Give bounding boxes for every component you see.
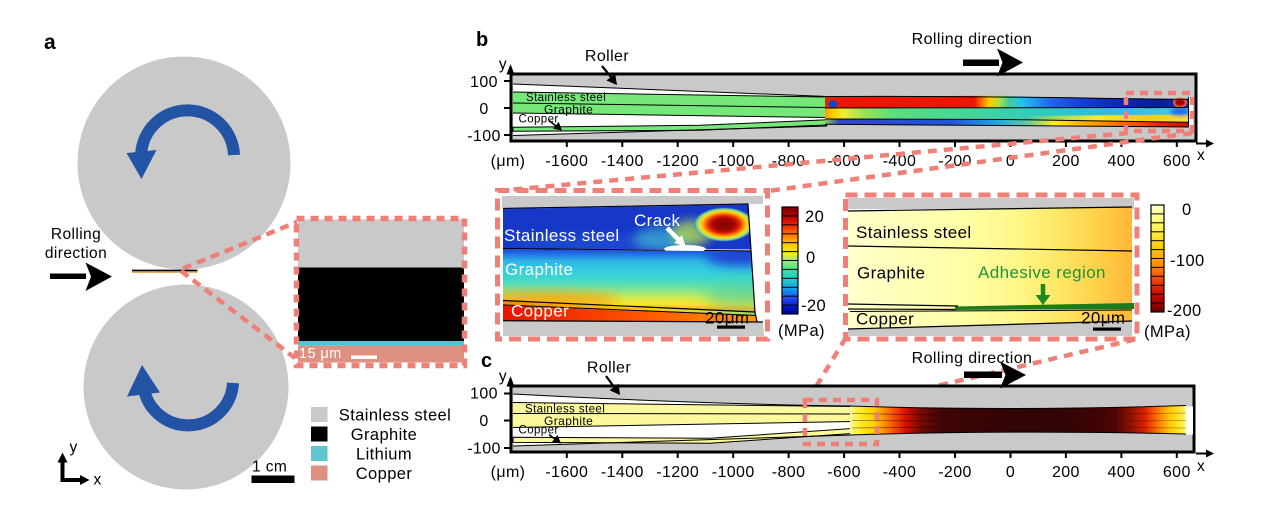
svg-text:-800: -800 xyxy=(772,153,806,170)
svg-text:1 cm: 1 cm xyxy=(252,459,287,476)
svg-text:y: y xyxy=(499,56,507,73)
svg-text:Adhesive region: Adhesive region xyxy=(978,263,1106,282)
svg-text:(MPa): (MPa) xyxy=(778,322,825,340)
svg-text:-400: -400 xyxy=(883,153,917,170)
svg-text:y: y xyxy=(70,439,78,456)
svg-text:Stainless steel: Stainless steel xyxy=(526,92,606,104)
svg-text:direction: direction xyxy=(45,245,107,262)
svg-text:20μm: 20μm xyxy=(1081,309,1125,328)
svg-text:Graphite: Graphite xyxy=(544,103,593,117)
svg-text:-600: -600 xyxy=(827,464,861,481)
svg-text:Roller: Roller xyxy=(587,360,631,377)
svg-text:Graphite: Graphite xyxy=(505,260,573,279)
svg-text:-1400: -1400 xyxy=(601,464,644,481)
svg-text:Copper: Copper xyxy=(519,425,559,437)
svg-text:-1000: -1000 xyxy=(712,153,755,170)
svg-text:Graphite: Graphite xyxy=(351,426,418,444)
svg-text:Stainless steel: Stainless steel xyxy=(525,404,605,416)
svg-text:(μm): (μm) xyxy=(491,464,526,481)
svg-text:15 μm: 15 μm xyxy=(299,346,342,362)
svg-text:Copper: Copper xyxy=(511,302,569,321)
svg-text:Graphite: Graphite xyxy=(857,264,925,283)
svg-text:0: 0 xyxy=(1006,153,1015,170)
svg-text:-20: -20 xyxy=(801,297,826,315)
svg-text:-400: -400 xyxy=(883,464,917,481)
svg-text:x: x xyxy=(1197,458,1205,475)
svg-text:20μm: 20μm xyxy=(705,309,749,328)
svg-text:-800: -800 xyxy=(772,464,806,481)
svg-text:Graphite: Graphite xyxy=(544,414,593,428)
svg-text:x: x xyxy=(1197,147,1205,164)
svg-text:400: 400 xyxy=(1107,153,1135,170)
svg-text:Rolling direction: Rolling direction xyxy=(912,350,1033,367)
svg-text:0: 0 xyxy=(1182,201,1192,219)
svg-text:y: y xyxy=(499,368,507,385)
svg-text:Copper: Copper xyxy=(519,114,559,126)
svg-text:Lithium: Lithium xyxy=(356,446,412,464)
svg-text:(μm): (μm) xyxy=(491,153,526,170)
svg-text:Crack: Crack xyxy=(634,211,680,230)
svg-text:200: 200 xyxy=(1052,153,1080,170)
svg-text:-1600: -1600 xyxy=(545,464,588,481)
svg-text:-200: -200 xyxy=(1167,302,1202,320)
svg-text:Rolling: Rolling xyxy=(51,226,101,243)
svg-text:Rolling direction: Rolling direction xyxy=(912,31,1033,48)
svg-text:0: 0 xyxy=(479,413,488,430)
svg-text:400: 400 xyxy=(1107,464,1135,481)
svg-text:100: 100 xyxy=(470,386,498,403)
svg-text:-1400: -1400 xyxy=(601,153,644,170)
svg-text:-600: -600 xyxy=(827,153,861,170)
svg-text:20: 20 xyxy=(805,208,824,226)
svg-text:0: 0 xyxy=(806,249,816,267)
svg-text:200: 200 xyxy=(1052,464,1080,481)
svg-text:-1200: -1200 xyxy=(656,464,699,481)
svg-text:-100: -100 xyxy=(467,441,501,458)
svg-text:0: 0 xyxy=(1006,464,1015,481)
svg-text:600: 600 xyxy=(1163,464,1191,481)
svg-text:-1000: -1000 xyxy=(712,464,755,481)
svg-text:-200: -200 xyxy=(938,153,972,170)
svg-text:600: 600 xyxy=(1163,153,1191,170)
svg-text:x: x xyxy=(94,472,102,489)
svg-text:b: b xyxy=(476,29,489,51)
svg-text:Stainless steel: Stainless steel xyxy=(856,223,972,242)
svg-text:a: a xyxy=(44,31,56,54)
svg-text:c: c xyxy=(481,350,493,372)
svg-text:Stainless steel: Stainless steel xyxy=(504,226,620,245)
svg-text:Roller: Roller xyxy=(585,48,629,65)
svg-text:-100: -100 xyxy=(467,128,501,145)
svg-text:Copper: Copper xyxy=(856,310,914,329)
svg-text:-100: -100 xyxy=(1170,252,1205,270)
svg-text:100: 100 xyxy=(470,74,498,91)
svg-text:-1600: -1600 xyxy=(545,153,588,170)
svg-text:-200: -200 xyxy=(938,464,972,481)
svg-text:Copper: Copper xyxy=(356,465,413,483)
svg-text:-1200: -1200 xyxy=(656,153,699,170)
svg-text:0: 0 xyxy=(479,101,488,118)
svg-text:Stainless steel: Stainless steel xyxy=(339,407,451,425)
svg-text:(MPa): (MPa) xyxy=(1144,323,1191,341)
